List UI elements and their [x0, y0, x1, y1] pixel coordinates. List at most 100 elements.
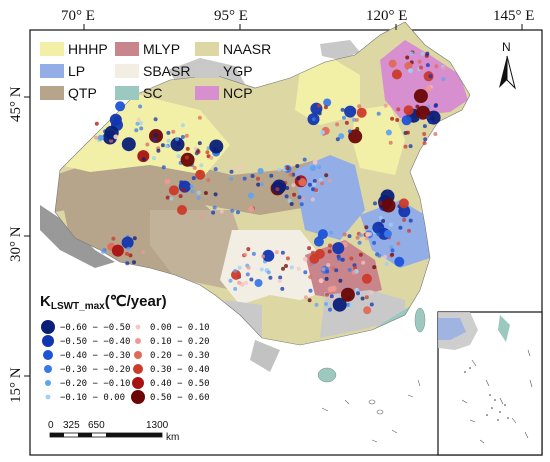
lake-point: [417, 59, 422, 64]
lake-point: [358, 252, 363, 257]
lake-point: [138, 104, 143, 109]
lake-point: [391, 69, 402, 80]
lake-point: [369, 302, 374, 307]
lake-point: [340, 257, 345, 262]
lake-point: [395, 118, 400, 122]
lake-point: [425, 63, 430, 68]
lake-point: [408, 144, 413, 149]
lat-label-15: 15° N: [8, 367, 24, 403]
lake-point: [166, 138, 171, 143]
lake-point: [381, 219, 386, 223]
lake-point: [295, 164, 300, 168]
k-legend-symbol: [42, 335, 54, 347]
lake-point: [237, 280, 242, 285]
lake-point: [229, 169, 234, 174]
lake-point: [184, 155, 189, 160]
lake-point: [383, 254, 388, 259]
k-legend-label: −0.10 − 0.00: [60, 393, 125, 403]
china-border: [54, 21, 471, 346]
lake-point: [191, 176, 196, 181]
lake-point: [301, 196, 306, 201]
lake-point: [200, 214, 205, 219]
lake-point: [197, 141, 202, 146]
lake-point: [285, 166, 290, 171]
lake-point: [441, 77, 446, 81]
lake-point: [164, 144, 169, 149]
k-legend-label: −0.40 − −0.30: [60, 351, 130, 361]
lake-point: [111, 236, 116, 241]
lake-point: [121, 137, 136, 152]
lake-point: [323, 98, 332, 107]
lake-point: [113, 134, 119, 140]
lake-point: [277, 167, 282, 172]
lake-point: [425, 51, 430, 56]
lake-point: [277, 279, 282, 283]
lake-point: [246, 265, 251, 270]
lake-point: [340, 287, 355, 302]
lake-point: [433, 132, 438, 136]
lake-point: [212, 205, 217, 210]
lake-point: [364, 225, 369, 230]
lake-point: [311, 187, 316, 192]
k-legend-label: 0.30 − 0.40: [150, 365, 210, 375]
lake-point: [349, 256, 354, 261]
region-legend-item-ygp: YGP: [195, 63, 253, 79]
lake-point: [324, 276, 329, 281]
lake-point: [388, 59, 397, 68]
lake-point: [420, 51, 425, 56]
k-legend-label: 0.00 − 0.10: [150, 323, 210, 333]
lake-point: [342, 232, 347, 237]
lake-point: [311, 117, 316, 122]
lake-point: [312, 159, 318, 165]
lake-point: [196, 196, 201, 200]
lake-point: [178, 194, 183, 199]
k-legend-symbol: [43, 350, 53, 360]
region-swatch: [40, 42, 64, 56]
lake-point: [308, 275, 313, 279]
lake-point: [349, 303, 354, 308]
lake-point: [323, 105, 328, 110]
lake-point: [257, 167, 264, 174]
lake-point: [372, 240, 377, 245]
lake-point: [313, 236, 324, 247]
lake-point: [312, 179, 317, 183]
lake-point: [171, 129, 176, 134]
lake-point: [373, 201, 377, 206]
region-swatch: [195, 86, 219, 100]
lake-point: [299, 202, 304, 207]
lake-point: [280, 286, 285, 291]
lake-point: [121, 236, 134, 249]
lake-point: [409, 51, 414, 56]
lake-point: [285, 256, 290, 261]
region-legend: HHHP MLYP NAASR LP SBASR YGP QTP SC NCP: [40, 41, 271, 101]
lake-point: [312, 182, 317, 187]
lake-point: [126, 246, 131, 251]
lake-point: [408, 218, 413, 223]
lon-label-95: 95° E: [214, 8, 248, 24]
lake-point: [408, 68, 413, 73]
lake-point: [179, 180, 184, 185]
lake-point: [250, 174, 255, 178]
lake-point: [280, 250, 285, 255]
lake-point: [389, 245, 394, 250]
lake-point: [314, 188, 319, 193]
lake-point: [426, 115, 431, 120]
lake-point: [422, 124, 427, 129]
lake-point: [288, 172, 293, 177]
lake-point: [181, 187, 186, 192]
region-legend-item-sc: SC: [115, 85, 162, 101]
lake-point: [137, 150, 150, 163]
lake-point: [359, 233, 363, 238]
lake-point: [233, 286, 238, 291]
lake-point: [166, 130, 171, 135]
region-label: YGP: [223, 63, 253, 79]
lake-point: [389, 222, 393, 227]
lake-point: [272, 179, 287, 194]
lake-point: [243, 252, 248, 257]
lake-point: [197, 115, 202, 120]
lake-point: [229, 176, 234, 181]
k-legend-label: −0.20 − −0.10: [60, 379, 130, 389]
lake-point: [111, 244, 124, 257]
lake-point: [297, 195, 302, 200]
lake-point: [209, 155, 214, 160]
